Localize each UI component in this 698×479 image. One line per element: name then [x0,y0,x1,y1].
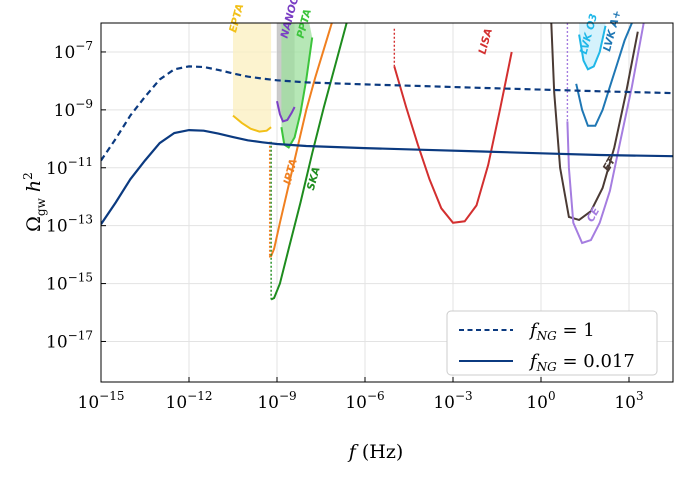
curve-lvk-a- [575,23,633,127]
region-lvk-o3 [579,23,606,70]
sensitivity-curves [232,23,645,301]
curve-ce [566,23,645,245]
series-line-1 [101,65,673,162]
curve-nanograv [276,100,296,123]
legend-1-suffix: = 1 [557,320,595,341]
legend-2-suffix: = 0.017 [557,351,635,372]
curve-lisa [393,51,513,224]
axis-ticks: 10−15 10−12 10−9 10−6 10−3 100 103 10−7 10−9 10−1… [46,39,644,413]
y-tick-label: 10−11 [46,155,93,179]
legend-2-sub: NG [536,360,558,374]
y-tick-label: 10−17 [46,328,93,352]
region-epta [233,23,272,132]
label-ska: SKA [305,166,323,192]
curve-ipta [269,23,333,258]
signal-series [101,65,673,225]
y-tick-label: 10−15 [46,271,93,295]
x-tick-label: 10−6 [345,389,384,413]
x-tick-label: 10−15 [78,389,125,413]
x-tick-label: 10−12 [166,389,213,413]
curve-et [550,23,639,221]
x-tick-label: 103 [614,389,643,413]
legend-1-sub: NG [536,329,558,343]
curve-epta [232,114,272,133]
plot-frame [100,22,674,383]
legend-box [446,310,658,376]
x-tick-label: 10−9 [257,389,296,413]
y-axis-label: Ωgw h2 [21,172,48,232]
y-tick-label: 10−13 [46,213,93,237]
legend: fNG = 1 fNG = 0.017 [446,310,658,376]
y-tick-label: 10−9 [54,97,93,121]
curve-lvk-o3 [578,25,607,71]
curve-ska [270,23,348,301]
x-tick-label: 10−3 [433,389,472,413]
x-tick-label: 100 [526,389,555,413]
series-line-2 [101,128,673,225]
y-tick-label: 10−7 [54,39,93,63]
x-axis-label: f (Hz) [347,441,404,463]
